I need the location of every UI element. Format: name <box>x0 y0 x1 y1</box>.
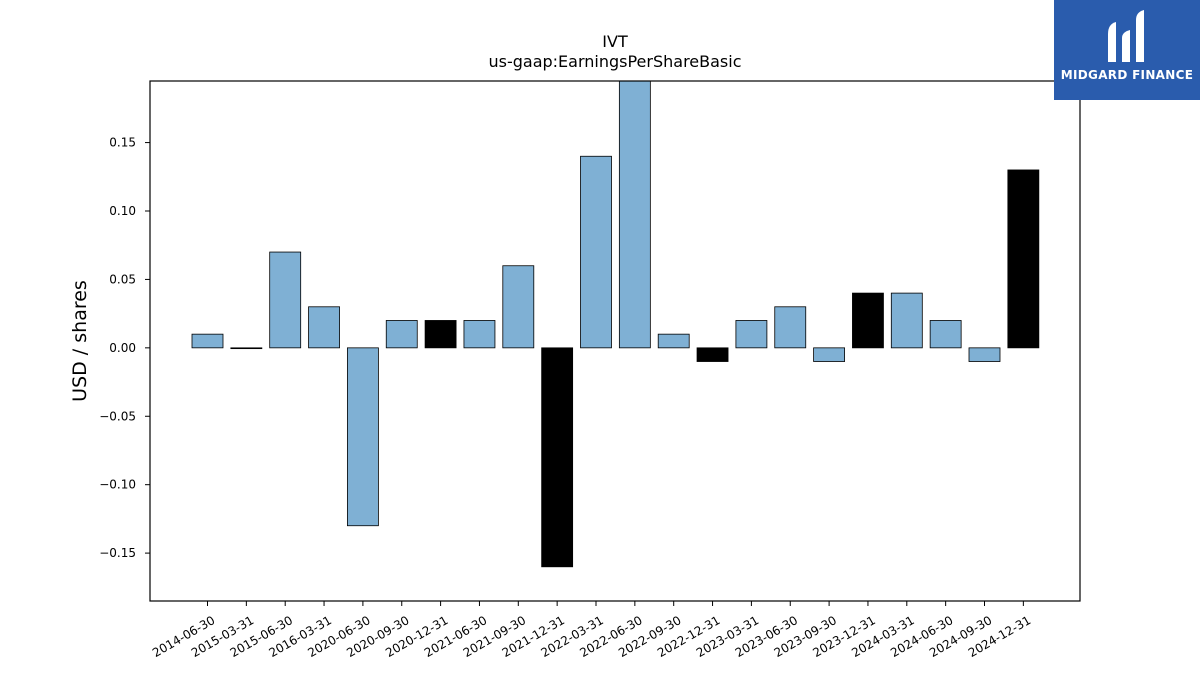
bar-2022-06-30 <box>618 81 651 349</box>
x-axis: 2014-06-302015-03-312015-06-302016-03-31… <box>150 601 1033 660</box>
y-tick-label: 0.05 <box>109 272 136 286</box>
y-axis: −0.15 −0.10 −0.05 0.00 0.05 0.10 0.15 <box>99 136 150 560</box>
bar-2023-03-31 <box>735 320 768 349</box>
y-tick-label: 0.10 <box>109 204 136 218</box>
bar-2015-03-31 <box>230 347 263 350</box>
bar-2022-03-31 <box>580 155 612 349</box>
plot-frame <box>149 80 1081 602</box>
bar-2016-03-31 <box>308 306 340 349</box>
y-tick-label: −0.15 <box>99 546 136 560</box>
y-tick-label: 0.15 <box>109 136 136 150</box>
bar-2024-09-30 <box>968 347 1001 362</box>
bar-2022-09-30 <box>657 333 690 349</box>
chart-title: IVT <box>602 32 628 51</box>
y-tick-label: −0.10 <box>99 478 136 492</box>
bar-2015-06-30 <box>269 251 302 349</box>
bar-2024-12-31 <box>1007 169 1040 349</box>
logo-mark-icon <box>1108 10 1144 62</box>
bar-2023-12-31 <box>852 292 884 349</box>
bar-2023-06-30 <box>774 306 807 349</box>
bar-2014-06-30 <box>191 333 224 349</box>
bar-2021-06-30 <box>463 320 496 349</box>
bar-2023-09-30 <box>813 347 845 362</box>
midgard-finance-logo: MIDGARD FINANCE <box>1054 0 1200 100</box>
logo-text: MIDGARD FINANCE <box>1060 68 1194 82</box>
bar-2021-09-30 <box>502 265 535 349</box>
bar-2021-12-31 <box>541 347 574 568</box>
y-tick-label: 0.00 <box>109 341 136 355</box>
bar-2024-06-30 <box>929 320 962 349</box>
bar-2020-09-30 <box>385 320 418 349</box>
chart-subtitle: us-gaap:EarningsPerShareBasic <box>488 52 742 71</box>
y-axis-label: USD / shares <box>69 280 91 402</box>
bar-2022-12-31 <box>696 347 729 362</box>
bar-2020-12-31 <box>424 320 457 349</box>
bars-group <box>191 81 1040 568</box>
y-tick-label: −0.05 <box>99 409 136 423</box>
bar-2020-06-30 <box>346 347 379 527</box>
bar-2024-03-31 <box>890 292 923 349</box>
